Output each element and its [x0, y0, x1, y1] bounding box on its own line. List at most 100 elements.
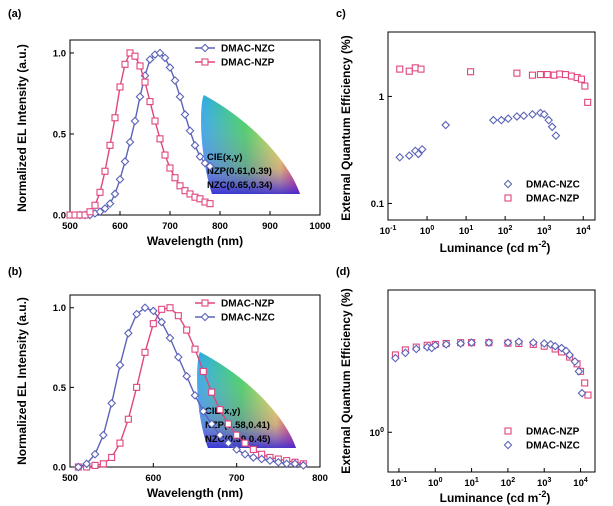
data-point [466, 68, 475, 76]
cie-inset-b: CIE(x,y) NZP(0.58,0.41) NZC(0.50,0.45) [197, 352, 296, 448]
data-point [157, 317, 167, 327]
x-tick-label-c: 10-1 [380, 225, 397, 237]
legend-label-a-0: DMAC-NZC [221, 44, 275, 55]
data-point [190, 390, 200, 400]
data-point [141, 348, 149, 356]
legend-marker [503, 179, 513, 189]
data-point [570, 357, 580, 366]
x-axis-title-a: Wavelength (nm) [147, 234, 243, 248]
x-axis-title-d-exp: -2 [538, 489, 546, 499]
data-point [174, 312, 182, 320]
data-point [216, 406, 224, 414]
data-point [110, 189, 120, 199]
data-point [170, 76, 180, 85]
data-point [133, 383, 141, 391]
data-point [396, 65, 404, 73]
panel-d: (d) Luminance (cd m-2) External Quantum … [336, 266, 596, 505]
data-point [290, 459, 300, 469]
data-point [411, 64, 419, 72]
legend-label-a-1: DMAC-NZP [221, 58, 275, 69]
data-point [233, 431, 241, 439]
x-tick-label-a: 900 [262, 221, 278, 232]
data-point [190, 140, 200, 150]
data-point [101, 167, 109, 175]
data-point [519, 111, 529, 121]
y-tick-label-a: 1.0 [53, 48, 66, 59]
data-point [191, 345, 199, 353]
data-point [546, 340, 555, 349]
x-tick-label-c: 103 [537, 225, 552, 237]
plot-frame-d [387, 289, 596, 473]
data-point [539, 339, 549, 348]
series-line [78, 306, 304, 468]
panel-label-b: (b) [8, 266, 22, 278]
cie-nzc-b: NZC(0.50,0.45) [205, 434, 270, 445]
data-point [249, 445, 257, 454]
x-tick-label-b: 700 [229, 473, 245, 484]
data-point [503, 338, 513, 348]
data-point [544, 115, 554, 125]
data-point [565, 350, 574, 360]
legend-marker [200, 43, 210, 53]
data-point [90, 449, 100, 459]
y-tick-label-b: 0.0 [53, 463, 66, 474]
data-point [232, 445, 242, 454]
data-point [584, 391, 592, 399]
data-point [165, 333, 175, 343]
data-point [185, 126, 195, 136]
data-point [182, 371, 192, 381]
data-point [489, 115, 498, 125]
data-point [180, 110, 190, 119]
data-point [73, 462, 83, 472]
data-point [551, 131, 561, 141]
data-point [82, 459, 92, 469]
data-point [91, 201, 99, 209]
data-point [105, 199, 115, 209]
data-point [411, 344, 421, 354]
data-point [404, 151, 414, 160]
data-point [86, 208, 94, 216]
data-point [584, 98, 592, 106]
data-point [100, 204, 110, 213]
cie-inset-a: CIE(x,y) NZP(0.61,0.39) NZC(0.65,0.34) [201, 95, 300, 194]
data-point [116, 83, 124, 91]
series-b-dmac-nzc [73, 303, 308, 472]
data-point [145, 55, 155, 64]
data-point [248, 453, 258, 462]
data-point [206, 200, 214, 208]
data-point [148, 306, 158, 316]
x-axis-title-c-exp: -2 [538, 239, 546, 249]
cie-nzp-a: NZP(0.61,0.39) [207, 166, 272, 177]
data-point [123, 328, 133, 338]
x-tick-label-c: 104 [576, 225, 591, 237]
data-point [207, 419, 217, 429]
data-point [265, 456, 275, 466]
plot-frame-c [387, 31, 596, 221]
data-point [241, 439, 249, 447]
data-point [512, 112, 522, 121]
x-axis-title-c-text: Luminance (cd m [440, 241, 539, 255]
data-point [131, 52, 139, 60]
data-point [132, 309, 142, 319]
data-point [136, 62, 144, 70]
data-point [141, 78, 149, 86]
y-tick-label-b: 0.5 [53, 383, 67, 394]
data-point [121, 60, 129, 68]
y-axis-title-d: External Quantum Efficiency (%) [339, 288, 353, 473]
data-point [107, 398, 117, 408]
legend-marker [504, 427, 512, 435]
legend-label-b-1: DMAC-NZC [221, 313, 275, 324]
panel-b: (b) Wavelength (nm) Normalized EL Intens… [8, 266, 328, 500]
data-point [106, 141, 114, 149]
legend-marker [503, 440, 513, 450]
x-tick-label-d: 103 [537, 477, 552, 489]
y-tick-label-b: 1.0 [53, 303, 66, 314]
cie-nzc-a: NZC(0.65,0.34) [207, 180, 272, 191]
y-tick-label-c: 0.1 [371, 199, 385, 210]
data-point [577, 388, 587, 398]
series-c-dmac-nzc [395, 108, 561, 162]
legend-marker [200, 312, 210, 322]
data-point [405, 67, 413, 75]
data-point [484, 338, 494, 348]
cie-title-a: CIE(x,y) [207, 152, 242, 163]
